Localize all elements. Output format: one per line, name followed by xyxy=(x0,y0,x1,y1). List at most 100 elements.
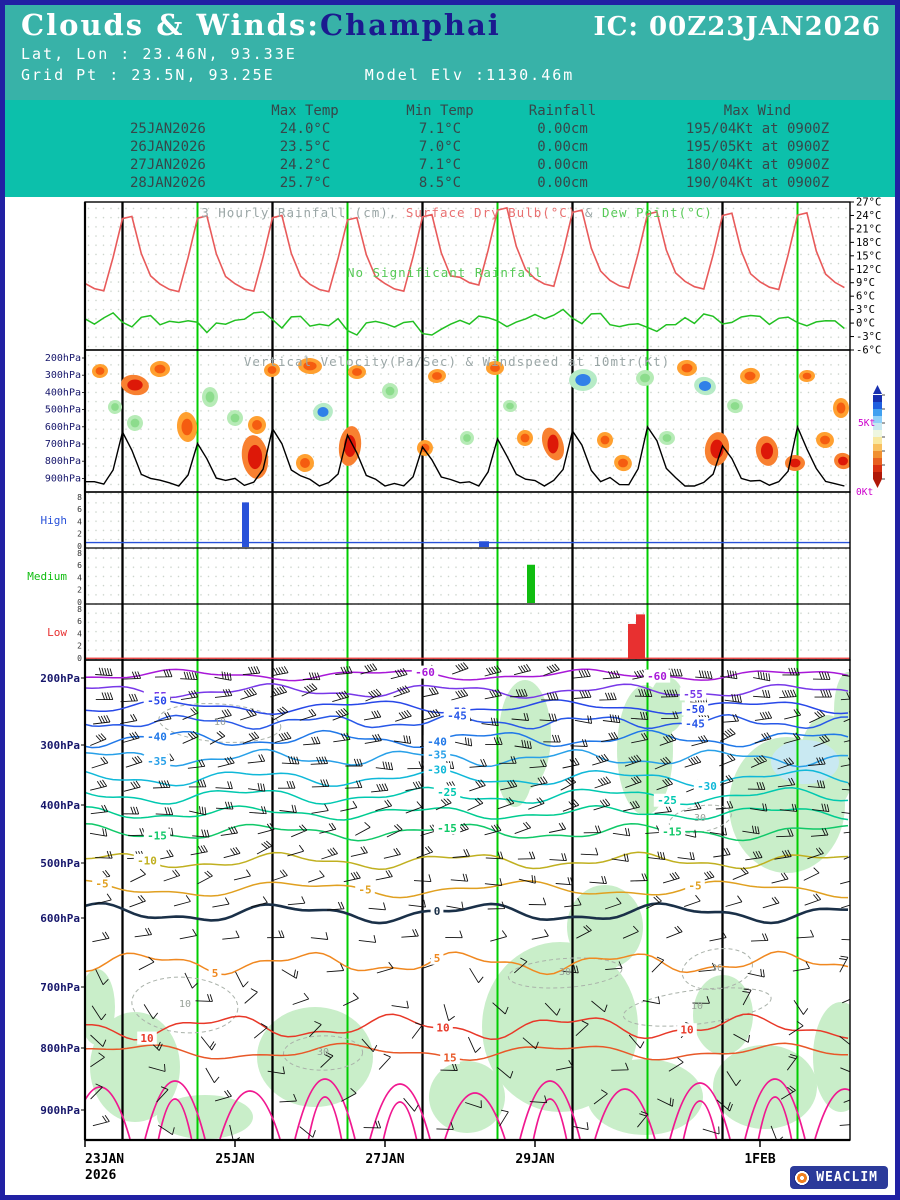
forecast-cell: 8.5°C xyxy=(418,175,462,191)
contour-label: -15 xyxy=(147,829,167,842)
cloud-layer-label: Low xyxy=(47,626,67,639)
forecast-cell: 7.1°C xyxy=(418,157,462,173)
colorbar-segment xyxy=(873,430,882,437)
temp-contour xyxy=(85,879,849,899)
kt-axis-label: 0Kt xyxy=(856,487,873,498)
wind-barb-row xyxy=(90,1083,850,1112)
temp-axis-label: 21°C xyxy=(856,223,881,235)
temp-contour xyxy=(85,901,849,925)
forecast-header-cell: Min Temp xyxy=(406,103,474,119)
okta-tick-label: 2 xyxy=(77,642,82,651)
forecast-header-cell: Max Temp xyxy=(271,103,339,119)
upper-air-section: -60-60-55-55-50-50-50-45-45-40-40-35-35-… xyxy=(85,662,850,1140)
temp-contour xyxy=(85,748,849,768)
contour-label: -40 xyxy=(427,736,447,749)
pressure-axis-label: 300hPa xyxy=(45,370,81,381)
okta-tick-label: 6 xyxy=(77,505,82,514)
colorbar-segment xyxy=(873,395,882,402)
temp-axis-label: 0°C xyxy=(856,318,875,330)
colorbar-segment xyxy=(873,416,882,423)
warm-contour-arch xyxy=(369,1083,431,1140)
cloud-cover-bar xyxy=(628,623,637,659)
cloud-layer-label: Medium xyxy=(27,570,67,583)
date-axis-label: 29JAN xyxy=(515,1152,554,1167)
date-axis-label: 23JAN xyxy=(85,1152,124,1167)
contour-label: -15 xyxy=(662,825,682,838)
contour-label: 5 xyxy=(434,952,441,965)
contour-label: -45 xyxy=(447,709,467,722)
year-axis-label: 2026 xyxy=(85,1168,116,1183)
humidity-contour-label: 30 xyxy=(559,967,571,978)
panel2-title: Vertical Velocity(Pa/Sec) & Windspeed at… xyxy=(244,354,670,369)
page-title: Clouds & Winds:Champhai xyxy=(21,8,501,42)
forecast-cell: 24.2°C xyxy=(279,157,331,173)
forecast-header-cell: Rainfall xyxy=(528,103,597,119)
brand-logo: WEACLIM xyxy=(790,1166,888,1189)
contour-label: -5 xyxy=(358,884,371,897)
wind-barb-row xyxy=(92,924,850,943)
forecast-cell: 25JAN2026 xyxy=(130,121,206,137)
temp-axis-label: 15°C xyxy=(856,250,881,262)
forecast-row: 26JAN2026 23.5°C 7.0°C 0.00cm 195/05Kt at 09… xyxy=(5,138,895,156)
contour-label: 5 xyxy=(212,967,219,980)
temp-axis-label: 24°C xyxy=(856,210,881,222)
warm-contour-arch xyxy=(219,1090,281,1140)
pressure-axis-label: 200hPa xyxy=(40,672,80,685)
panel1-title: 3 Hourly Rainfall (cm), Surface Dry Bulb… xyxy=(201,205,713,220)
header: Clouds & Winds:Champhai IC: 00Z23JAN2026… xyxy=(5,5,895,100)
contour-label: -5 xyxy=(95,878,108,891)
forecast-cell: 0.00cm xyxy=(537,139,588,155)
temp-contour xyxy=(85,683,849,699)
vertical-velocity-field xyxy=(85,357,850,487)
contour-label: -5 xyxy=(688,879,701,892)
forecast-row: 28JAN2026 25.7°C 8.5°C 0.00cm 190/04Kt at 09… xyxy=(5,174,895,192)
wind-barb-row xyxy=(95,840,850,862)
cloud-cover-bar xyxy=(527,564,535,603)
forecast-cell: 7.0°C xyxy=(418,139,462,155)
forecast-cell: 23.5°C xyxy=(279,139,331,155)
forecast-row: 27JAN2026 24.2°C 7.1°C 0.00cm 180/04Kt at 09… xyxy=(5,156,895,174)
okta-tick-label: 2 xyxy=(77,586,82,595)
warm-contour-arch xyxy=(444,1092,506,1140)
temp-contour xyxy=(85,729,849,749)
warm-contour-arch xyxy=(594,1088,656,1140)
okta-tick-label: 0 xyxy=(77,542,82,551)
okta-tick-label: 4 xyxy=(77,517,82,526)
warm-contour-arch xyxy=(144,1080,206,1140)
forecast-cell: 190/04Kt at 0900Z xyxy=(685,175,830,191)
colorbar-segment xyxy=(873,465,882,472)
pressure-axis-label: 700hPa xyxy=(40,981,80,994)
dew-point-line xyxy=(84,308,845,336)
title-left: Clouds & Winds: xyxy=(21,8,320,42)
colorbar-up-arrow xyxy=(873,385,882,394)
humidity-contour-label: 10 xyxy=(179,999,191,1010)
pressure-axis-label: 400hPa xyxy=(40,799,80,812)
pressure-axis-label: 900hPa xyxy=(45,473,81,484)
grid-line: Grid Pt : 23.5N, 93.25E Model Elv :1130.4… xyxy=(21,66,881,84)
humidity-contour-label: 30 xyxy=(711,963,723,974)
date-axis-label: 25JAN xyxy=(215,1152,254,1167)
forecast-row: 25JAN2026 24.0°C 7.1°C 0.00cm 195/04Kt at 09… xyxy=(5,120,895,138)
temp-contour xyxy=(85,1013,849,1041)
colorbar-segment xyxy=(873,444,882,451)
contour-label: -15 xyxy=(437,822,457,835)
colorbar-segment xyxy=(873,437,882,444)
okta-tick-label: 8 xyxy=(77,605,82,614)
forecast-cell: 0.00cm xyxy=(537,175,588,191)
contour-label: 15 xyxy=(443,1052,456,1065)
kt-axis-label: 5Kt xyxy=(858,418,875,429)
okta-tick-label: 6 xyxy=(77,561,82,570)
temp-contour xyxy=(85,768,849,788)
contour-label: -40 xyxy=(147,731,167,744)
date-axis-label: 1FEB xyxy=(744,1152,775,1167)
contour-label: -10 xyxy=(137,854,157,867)
colorbar-segment xyxy=(873,409,882,416)
date-axis-label: 27JAN xyxy=(365,1152,404,1167)
lat-lon: Lat, Lon : 23.46N, 93.33E xyxy=(21,45,297,63)
windspeed-10m-line xyxy=(85,424,845,487)
init-condition: IC: 00Z23JAN2026 xyxy=(593,12,881,42)
forecast-cell: 27JAN2026 xyxy=(130,157,206,173)
warm-contour-arch xyxy=(85,1086,131,1140)
warm-contour-arch xyxy=(294,1078,356,1140)
meteogram-chart: 27°C24°C21°C 18°C15°C 12°C9°C 6°C3°C 0°C-3°C… xyxy=(27,197,885,1183)
